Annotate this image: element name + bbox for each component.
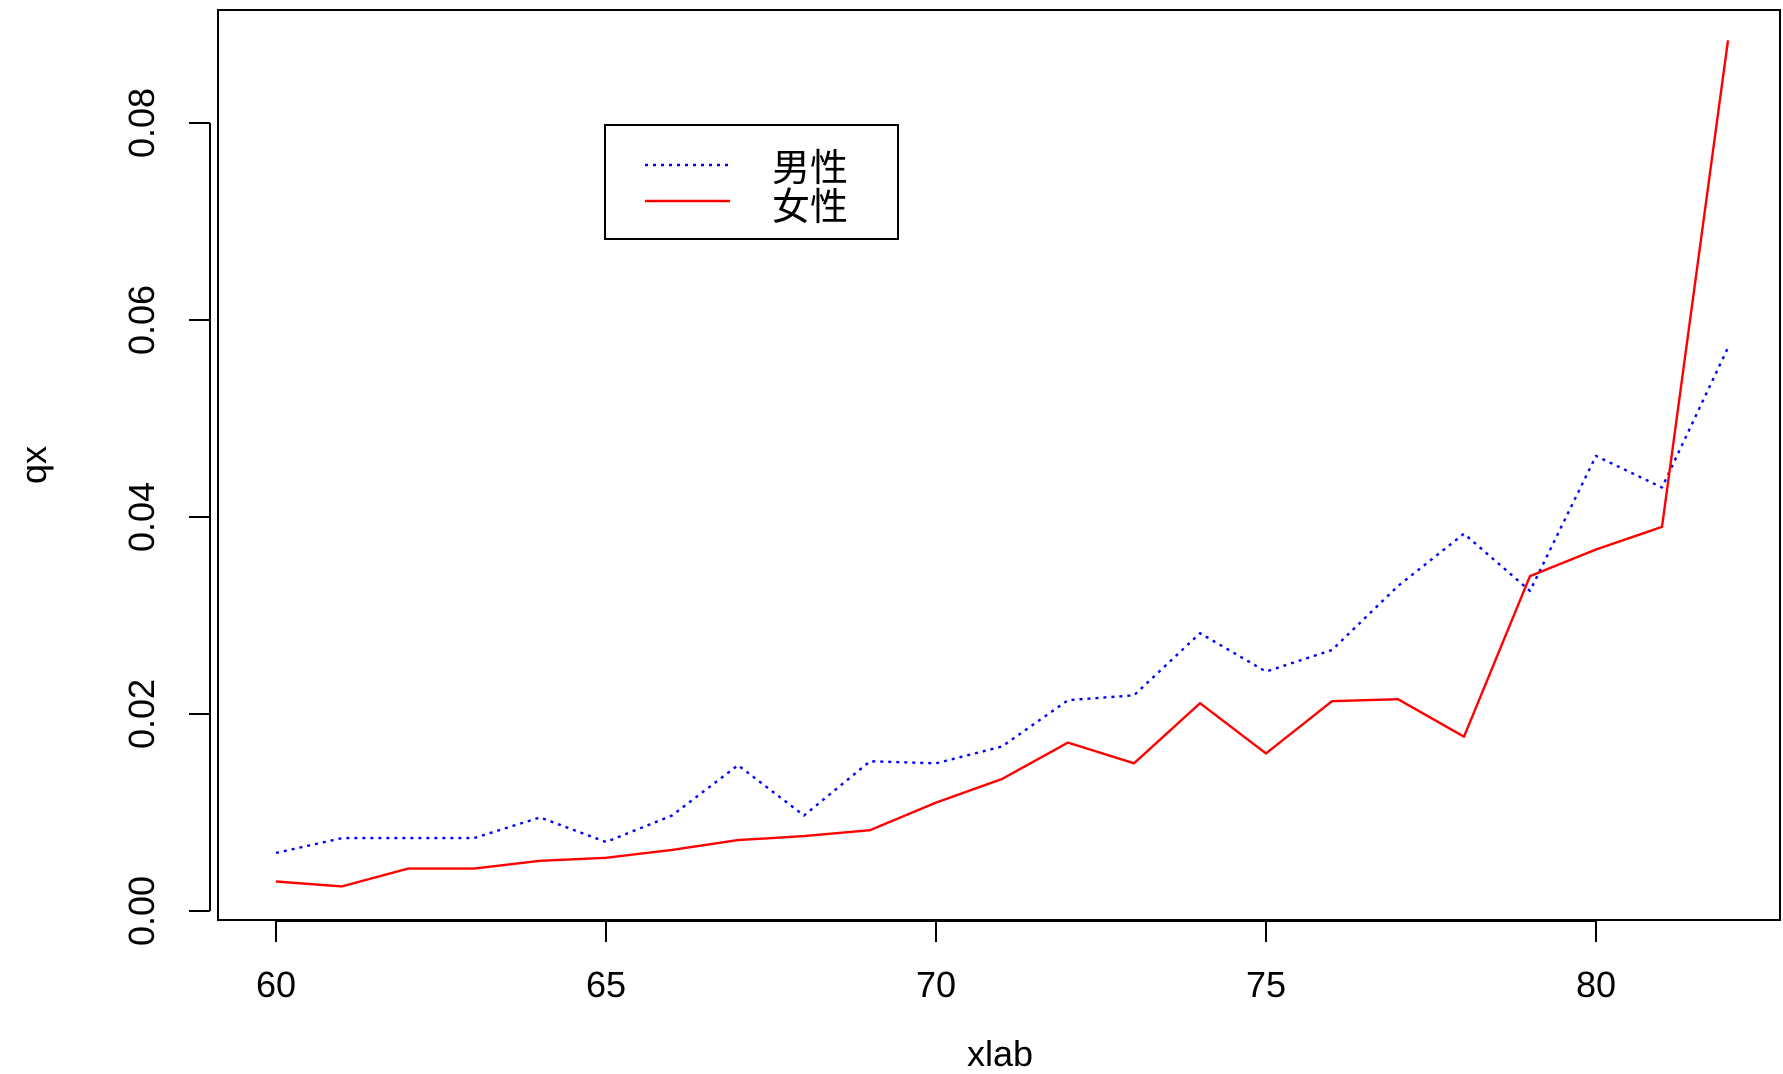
y-tick-label: 0.08 [121,88,162,158]
data-point [1529,575,1531,577]
legend-label-male: 男性 [772,146,848,190]
data-point [803,835,805,837]
x-axis: 60 65 70 75 80 [256,920,1616,1005]
data-point [803,814,805,816]
data-point [1265,752,1267,754]
data-point [1595,549,1597,551]
x-tick-label: 65 [586,964,626,1005]
x-axis-label: xlab [967,1033,1033,1074]
data-point [473,837,475,839]
data-point [539,860,541,862]
data-point [935,802,937,804]
x-tick-label: 60 [256,964,296,1005]
data-point [1661,486,1663,488]
series-group [275,39,1730,888]
data-point [1067,742,1069,744]
data-point [1661,526,1663,528]
x-tick-label: 80 [1576,964,1616,1005]
series-line-female [275,40,1730,888]
data-point [671,814,673,816]
data-point [473,868,475,870]
data-point [1463,736,1465,738]
data-point [737,764,739,766]
data-point [1397,698,1399,700]
data-point [1067,699,1069,701]
data-point [1199,702,1201,704]
data-point [1133,694,1135,696]
data-point [1001,778,1003,780]
y-tick-label: 0.02 [121,679,162,749]
y-axis-label: qx [13,446,54,484]
data-point [1331,649,1333,651]
data-point [275,880,277,882]
y-tick-label: 0.00 [121,876,162,946]
data-point [1529,590,1531,592]
data-point [407,868,409,870]
data-point [605,857,607,859]
y-axis: 0.00 0.02 0.04 0.06 0.08 [121,88,211,946]
data-point [1463,533,1465,535]
data-point [341,885,343,887]
legend-label-female: 女性 [772,185,848,229]
legend: 男性 女性 [604,124,899,240]
data-point [407,837,409,839]
plot-frame [217,9,1781,921]
data-point [1133,762,1135,764]
x-tick-label: 70 [916,964,956,1005]
data-point [671,849,673,851]
data-point [935,762,937,764]
y-tick-label: 0.06 [121,285,162,355]
data-point [1595,455,1597,457]
data-point [1199,632,1201,634]
data-point [1727,347,1729,349]
data-point [275,852,277,854]
data-point [1265,671,1267,673]
data-point [1397,585,1399,587]
data-point [869,829,871,831]
data-point [1001,746,1003,748]
data-point [1331,700,1333,702]
data-point [869,760,871,762]
x-tick-label: 75 [1246,964,1286,1005]
data-point [737,839,739,841]
y-tick-label: 0.04 [121,482,162,552]
data-point [605,841,607,843]
data-point [1727,39,1729,41]
legend-box [604,124,899,240]
series-line-male [275,347,1730,855]
data-point [341,837,343,839]
data-point [539,816,541,818]
